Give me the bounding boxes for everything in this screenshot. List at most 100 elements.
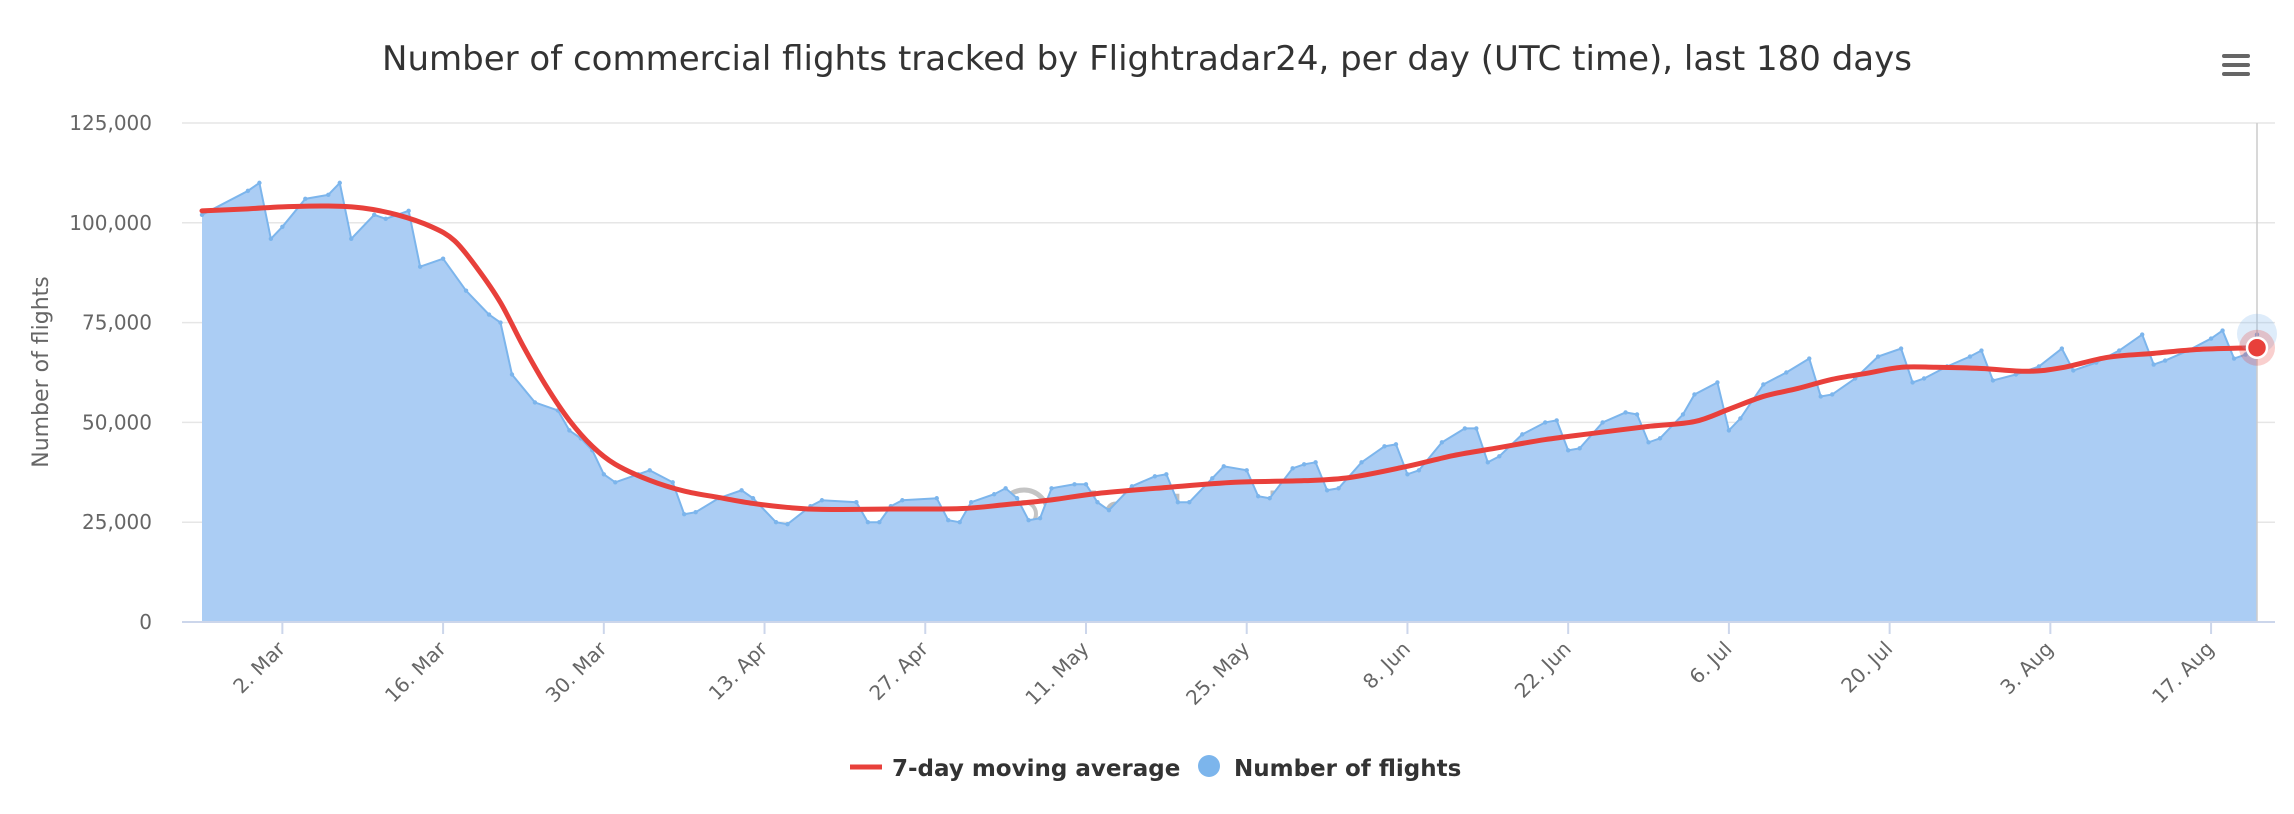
- data-point: [1875, 354, 1881, 359]
- data-point: [280, 224, 285, 229]
- data-point: [1543, 420, 1548, 425]
- data-point: [1439, 440, 1445, 445]
- data-point: [2231, 356, 2237, 361]
- x-tick-label: 2. Mar: [228, 636, 290, 698]
- data-point: [2036, 364, 2042, 369]
- data-point: [1738, 416, 1743, 421]
- data-point: [1106, 508, 1112, 513]
- data-point: [498, 320, 503, 325]
- data-point: [968, 500, 974, 505]
- data-point: [601, 472, 607, 477]
- data-point: [1152, 474, 1158, 479]
- data-point: [1301, 462, 1307, 467]
- data-point: [946, 518, 951, 523]
- data-point: [1026, 518, 1031, 523]
- data-point: [1416, 468, 1422, 473]
- data-point: [1244, 468, 1249, 473]
- data-point: [750, 496, 756, 501]
- data-point: [2208, 336, 2214, 341]
- data-point: [1680, 412, 1686, 417]
- legend-item-moving-average[interactable]: 7-day moving average: [850, 756, 1180, 782]
- data-point: [257, 180, 262, 186]
- data-point: [2059, 346, 2065, 351]
- x-tick-label: 27. Apr: [864, 636, 933, 705]
- data-point: [1784, 370, 1789, 375]
- data-point: [1037, 516, 1043, 521]
- data-point: [2139, 332, 2145, 337]
- data-point: [1129, 484, 1135, 489]
- x-tick-label: 25. May: [1181, 636, 1254, 709]
- data-point: [1359, 460, 1364, 465]
- data-point: [1072, 482, 1077, 487]
- x-tick-label: 22. Jun: [1510, 637, 1576, 703]
- data-point: [1967, 354, 1973, 359]
- hamburger-menu-icon[interactable]: [2218, 50, 2252, 84]
- y-tick-label: 25,000: [82, 510, 152, 534]
- data-point: [1187, 500, 1192, 505]
- data-point: [2162, 358, 2168, 363]
- legend-label-number-of-flights: Number of flights: [1234, 756, 1461, 782]
- highlight-point: [2237, 313, 2277, 366]
- data-point: [613, 480, 618, 485]
- x-tick-label: 20. Jul: [1836, 637, 1897, 698]
- data-point: [693, 510, 698, 515]
- x-tick-label: 17. Aug: [2147, 637, 2219, 709]
- data-point: [1921, 376, 1927, 381]
- data-point: [1221, 464, 1226, 469]
- data-point: [2243, 352, 2248, 357]
- data-point: [900, 498, 905, 503]
- y-axis-ticks: 0 25,000 50,000 75,000 100,000 125,000: [69, 111, 152, 634]
- data-point: [854, 500, 859, 505]
- data-point: [417, 264, 423, 269]
- data-point: [440, 256, 446, 261]
- data-point: [1003, 486, 1008, 491]
- data-point: [2117, 348, 2122, 353]
- data-point: [349, 236, 354, 241]
- data-point: [1646, 440, 1651, 445]
- legend-item-number-of-flights[interactable]: Number of flights: [1198, 755, 1461, 782]
- data-point: [303, 196, 308, 202]
- data-point: [567, 428, 572, 433]
- x-axis-ticks: 2. Mar 16. Mar 30. Mar 13. Apr 27. Apr 11. Ma…: [228, 622, 2219, 710]
- y-tick-label: 75,000: [82, 311, 152, 335]
- data-point: [1898, 346, 1904, 351]
- data-point: [1520, 432, 1525, 437]
- data-point: [199, 212, 205, 218]
- data-point: [1554, 418, 1559, 423]
- data-point: [1336, 486, 1341, 491]
- y-tick-label: 50,000: [82, 410, 152, 434]
- data-point: [1600, 420, 1605, 425]
- data-point: [991, 492, 997, 497]
- data-point: [1761, 382, 1766, 387]
- data-point: [406, 208, 411, 214]
- y-tick-label: 0: [139, 610, 152, 634]
- data-point: [739, 488, 744, 493]
- data-point: [1497, 454, 1502, 459]
- data-point: [383, 216, 388, 222]
- data-point: [647, 468, 652, 473]
- data-point: [934, 496, 939, 501]
- data-point: [1979, 348, 1984, 353]
- data-point: [1634, 412, 1640, 417]
- moving-average-line: [199, 203, 2260, 512]
- data-point: [1692, 392, 1697, 397]
- data-point: [486, 312, 492, 317]
- y-tick-label: 100,000: [69, 211, 152, 235]
- data-point: [1657, 436, 1663, 441]
- data-point: [532, 400, 538, 405]
- data-point: [337, 180, 342, 186]
- data-point: [1990, 378, 1996, 383]
- data-point: [773, 520, 779, 525]
- data-point: [1807, 356, 1812, 361]
- data-point: [1290, 466, 1295, 471]
- data-point: [1267, 496, 1272, 501]
- data-point: [1485, 460, 1491, 465]
- y-axis-label: Number of flights: [29, 276, 54, 468]
- x-tick-label: 8. Jun: [1358, 637, 1415, 694]
- data-point: [670, 480, 675, 485]
- data-point: [1818, 394, 1823, 399]
- data-point: [2071, 368, 2076, 373]
- data-point: [1210, 476, 1215, 481]
- data-point: [1256, 494, 1261, 499]
